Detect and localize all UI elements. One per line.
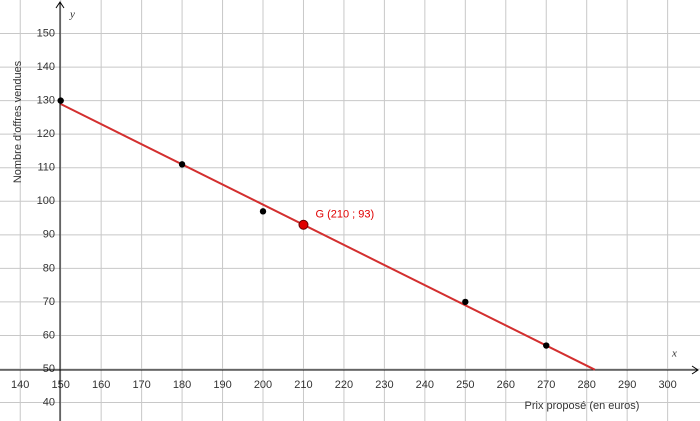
y-arrow bbox=[55, 1, 65, 9]
point-g-label: G (210 ; 93) bbox=[315, 209, 374, 221]
x-tick-label: 160 bbox=[92, 379, 110, 391]
x-tick-label: 280 bbox=[578, 379, 596, 391]
y-tick-label: 70 bbox=[43, 296, 55, 308]
y-tick-label: 120 bbox=[37, 128, 55, 140]
y-tick-label: 90 bbox=[43, 229, 55, 241]
x-tick-label: 260 bbox=[497, 379, 515, 391]
x-tick-label: 220 bbox=[335, 379, 353, 391]
x-tick-label: 270 bbox=[537, 379, 555, 391]
point bbox=[543, 342, 550, 349]
x-tick-label: 240 bbox=[416, 379, 434, 391]
x-tick-label: 290 bbox=[618, 379, 636, 391]
x-tick-label: 180 bbox=[173, 379, 191, 391]
x-tick-label: 300 bbox=[658, 379, 676, 391]
point bbox=[178, 161, 186, 168]
x-tick-label: 210 bbox=[294, 379, 312, 391]
y-tick-label: 60 bbox=[43, 329, 55, 341]
point-g bbox=[298, 219, 309, 230]
x-axis-name: x bbox=[671, 348, 677, 360]
x-arrow bbox=[691, 365, 699, 375]
point bbox=[259, 208, 267, 215]
x-tick-label: 250 bbox=[456, 379, 474, 391]
x-tick-label: 150 bbox=[52, 379, 70, 391]
x-tick-label: 230 bbox=[375, 379, 393, 391]
y-tick-label: 100 bbox=[37, 195, 55, 207]
y-tick-label: 130 bbox=[37, 95, 55, 107]
x-tick-label: 200 bbox=[254, 379, 272, 391]
fit-line bbox=[60, 103, 596, 371]
y-tick-label: 50 bbox=[43, 363, 55, 375]
y-tick-label: 150 bbox=[37, 27, 55, 39]
y-tick-label: 140 bbox=[37, 61, 55, 73]
x-tick-label: 140 bbox=[11, 379, 29, 391]
x-tick-label: 170 bbox=[132, 379, 150, 391]
y-axis-name: y bbox=[69, 9, 75, 21]
x-axis-label: Prix proposé (en euros) bbox=[525, 400, 640, 412]
x-tick-label: 190 bbox=[213, 379, 231, 391]
point bbox=[57, 97, 64, 104]
point bbox=[462, 298, 469, 306]
y-axis-label: Nombre d'offres vendues bbox=[12, 60, 24, 183]
y-tick-label: 110 bbox=[37, 162, 55, 174]
y-tick-label: 80 bbox=[43, 262, 55, 274]
y-tick-label: 40 bbox=[43, 396, 55, 408]
